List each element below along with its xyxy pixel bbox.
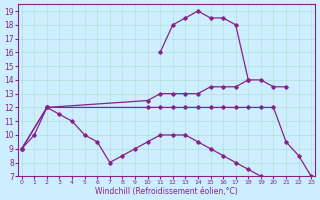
X-axis label: Windchill (Refroidissement éolien,°C): Windchill (Refroidissement éolien,°C) xyxy=(95,187,238,196)
